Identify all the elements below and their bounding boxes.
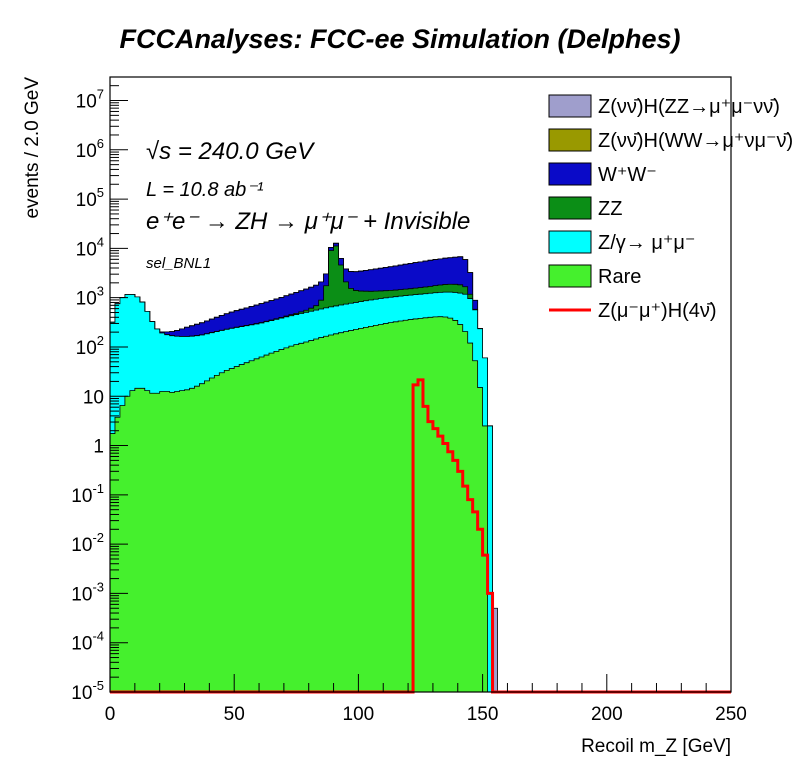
legend-label: Z(νν̄)H(ZZ→μ⁺μ⁻νν̄) bbox=[598, 96, 780, 118]
legend-label: Rare bbox=[598, 266, 641, 288]
annotation-process: e⁺e⁻ → ZH → μ⁺μ⁻ + Invisible bbox=[146, 208, 470, 235]
annotation-selection: sel_BNL1 bbox=[146, 255, 211, 272]
plot-frame bbox=[109, 76, 732, 693]
histogram-areas bbox=[109, 242, 731, 694]
y-tick-label: 10-3 bbox=[71, 579, 104, 605]
legend-label: Z/γ→ μ⁺μ⁻ bbox=[598, 232, 696, 254]
y-tick-label: 107 bbox=[76, 87, 104, 113]
x-tick-label: 100 bbox=[343, 704, 375, 725]
chart-title: FCCAnalyses: FCC-ee Simulation (Delphes) bbox=[119, 24, 680, 54]
x-axis-ticks: 0 50 100 150 200 250 bbox=[105, 674, 747, 725]
y-tick-label: 102 bbox=[76, 333, 104, 359]
y-tick-label: 10-5 bbox=[71, 678, 104, 704]
y-axis-ticks: 10-5 10-4 10-3 10-2 10-1 1 10 102 103 104 105 106 10… bbox=[71, 76, 128, 704]
legend: Z(νν̄)H(ZZ→μ⁺μ⁻νν̄) Z(νν̄)H(WW→μ⁺νμ⁻ν̄) W⁺… bbox=[548, 94, 793, 322]
x-tick-label: 250 bbox=[715, 704, 747, 725]
x-tick-label: 50 bbox=[224, 704, 245, 725]
y-tick-label: 106 bbox=[76, 136, 104, 162]
legend-label: Z(νν̄)H(WW→μ⁺νμ⁻ν̄) bbox=[598, 130, 793, 152]
y-tick-label: 10-1 bbox=[71, 481, 104, 507]
x-tick-label: 200 bbox=[591, 704, 623, 725]
y-tick-label: 10-4 bbox=[71, 629, 104, 655]
legend-swatch bbox=[548, 230, 592, 254]
y-tick-label: 10 bbox=[83, 387, 104, 408]
legend-swatch bbox=[548, 94, 592, 118]
annotation-sqrt-s: √s = 240.0 GeV bbox=[146, 138, 315, 165]
y-tick-label: 1 bbox=[93, 437, 104, 458]
legend-swatch bbox=[548, 264, 592, 288]
legend-swatch bbox=[548, 162, 592, 186]
x-tick-label: 150 bbox=[467, 704, 499, 725]
legend-label: ZZ bbox=[598, 198, 622, 220]
legend-label: Z(μ⁻μ⁺)H(4ν̄) bbox=[598, 300, 717, 322]
y-axis-label: events / 2.0 GeV bbox=[22, 77, 43, 219]
annotation-lumi: L = 10.8 ab⁻¹ bbox=[146, 179, 264, 201]
x-axis-label: Recoil m_Z [GeV] bbox=[581, 736, 731, 757]
y-tick-label: 103 bbox=[76, 284, 104, 310]
x-tick-label: 0 bbox=[105, 704, 116, 725]
legend-swatch bbox=[548, 196, 592, 220]
y-tick-label: 10-2 bbox=[71, 530, 104, 556]
legend-swatch bbox=[548, 128, 592, 152]
legend-label: W⁺W⁻ bbox=[598, 164, 657, 186]
y-tick-label: 104 bbox=[76, 234, 104, 260]
y-tick-label: 105 bbox=[76, 185, 104, 211]
